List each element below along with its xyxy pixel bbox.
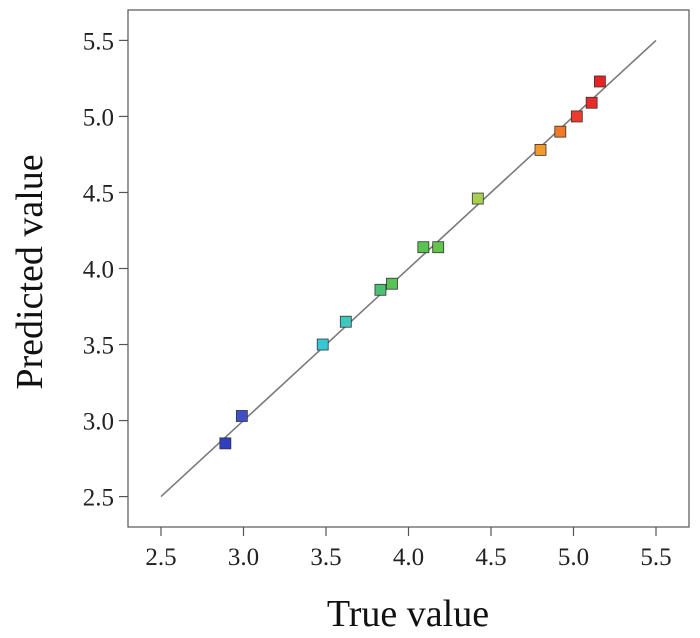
y-tick-label: 5.0 (83, 104, 114, 131)
data-point (235, 410, 248, 422)
data-point (386, 277, 398, 290)
data-point (374, 283, 387, 296)
x-axis-ticks: 2.5 3.0 3.5 4.0 4.5 5.0 5.5 (145, 527, 672, 571)
y-tick-label: 4.0 (83, 257, 114, 284)
x-tick-label: 2.5 (145, 544, 176, 571)
data-point (316, 338, 329, 351)
x-tick-label: 4.0 (393, 544, 424, 571)
y-tick-label: 5.5 (83, 28, 114, 55)
data-point (339, 315, 352, 328)
y-tick-label: 3.0 (83, 409, 114, 436)
x-tick-label: 3.5 (310, 544, 341, 571)
data-point (534, 143, 547, 156)
y-tick-label: 3.5 (83, 333, 114, 360)
data-point (219, 437, 232, 450)
y-axis-ticks: 2.5 3.0 3.5 4.0 4.5 5.0 5.5 (83, 28, 128, 512)
y-tick-label: 2.5 (83, 485, 114, 512)
data-point (594, 75, 606, 88)
data-point (554, 125, 567, 138)
x-tick-label: 4.5 (475, 544, 506, 571)
y-axis-title: Predicted value (9, 154, 51, 389)
data-point (471, 192, 484, 205)
x-tick-label: 3.0 (228, 544, 259, 571)
x-axis-title: True value (327, 593, 489, 635)
y-tick-label: 4.5 (83, 180, 114, 207)
x-tick-label: 5.0 (558, 544, 589, 571)
data-point (417, 241, 430, 254)
data-point (570, 110, 583, 123)
data-points (219, 75, 606, 450)
data-point (585, 96, 598, 109)
x-tick-label: 5.5 (640, 544, 671, 571)
data-point (432, 241, 445, 254)
